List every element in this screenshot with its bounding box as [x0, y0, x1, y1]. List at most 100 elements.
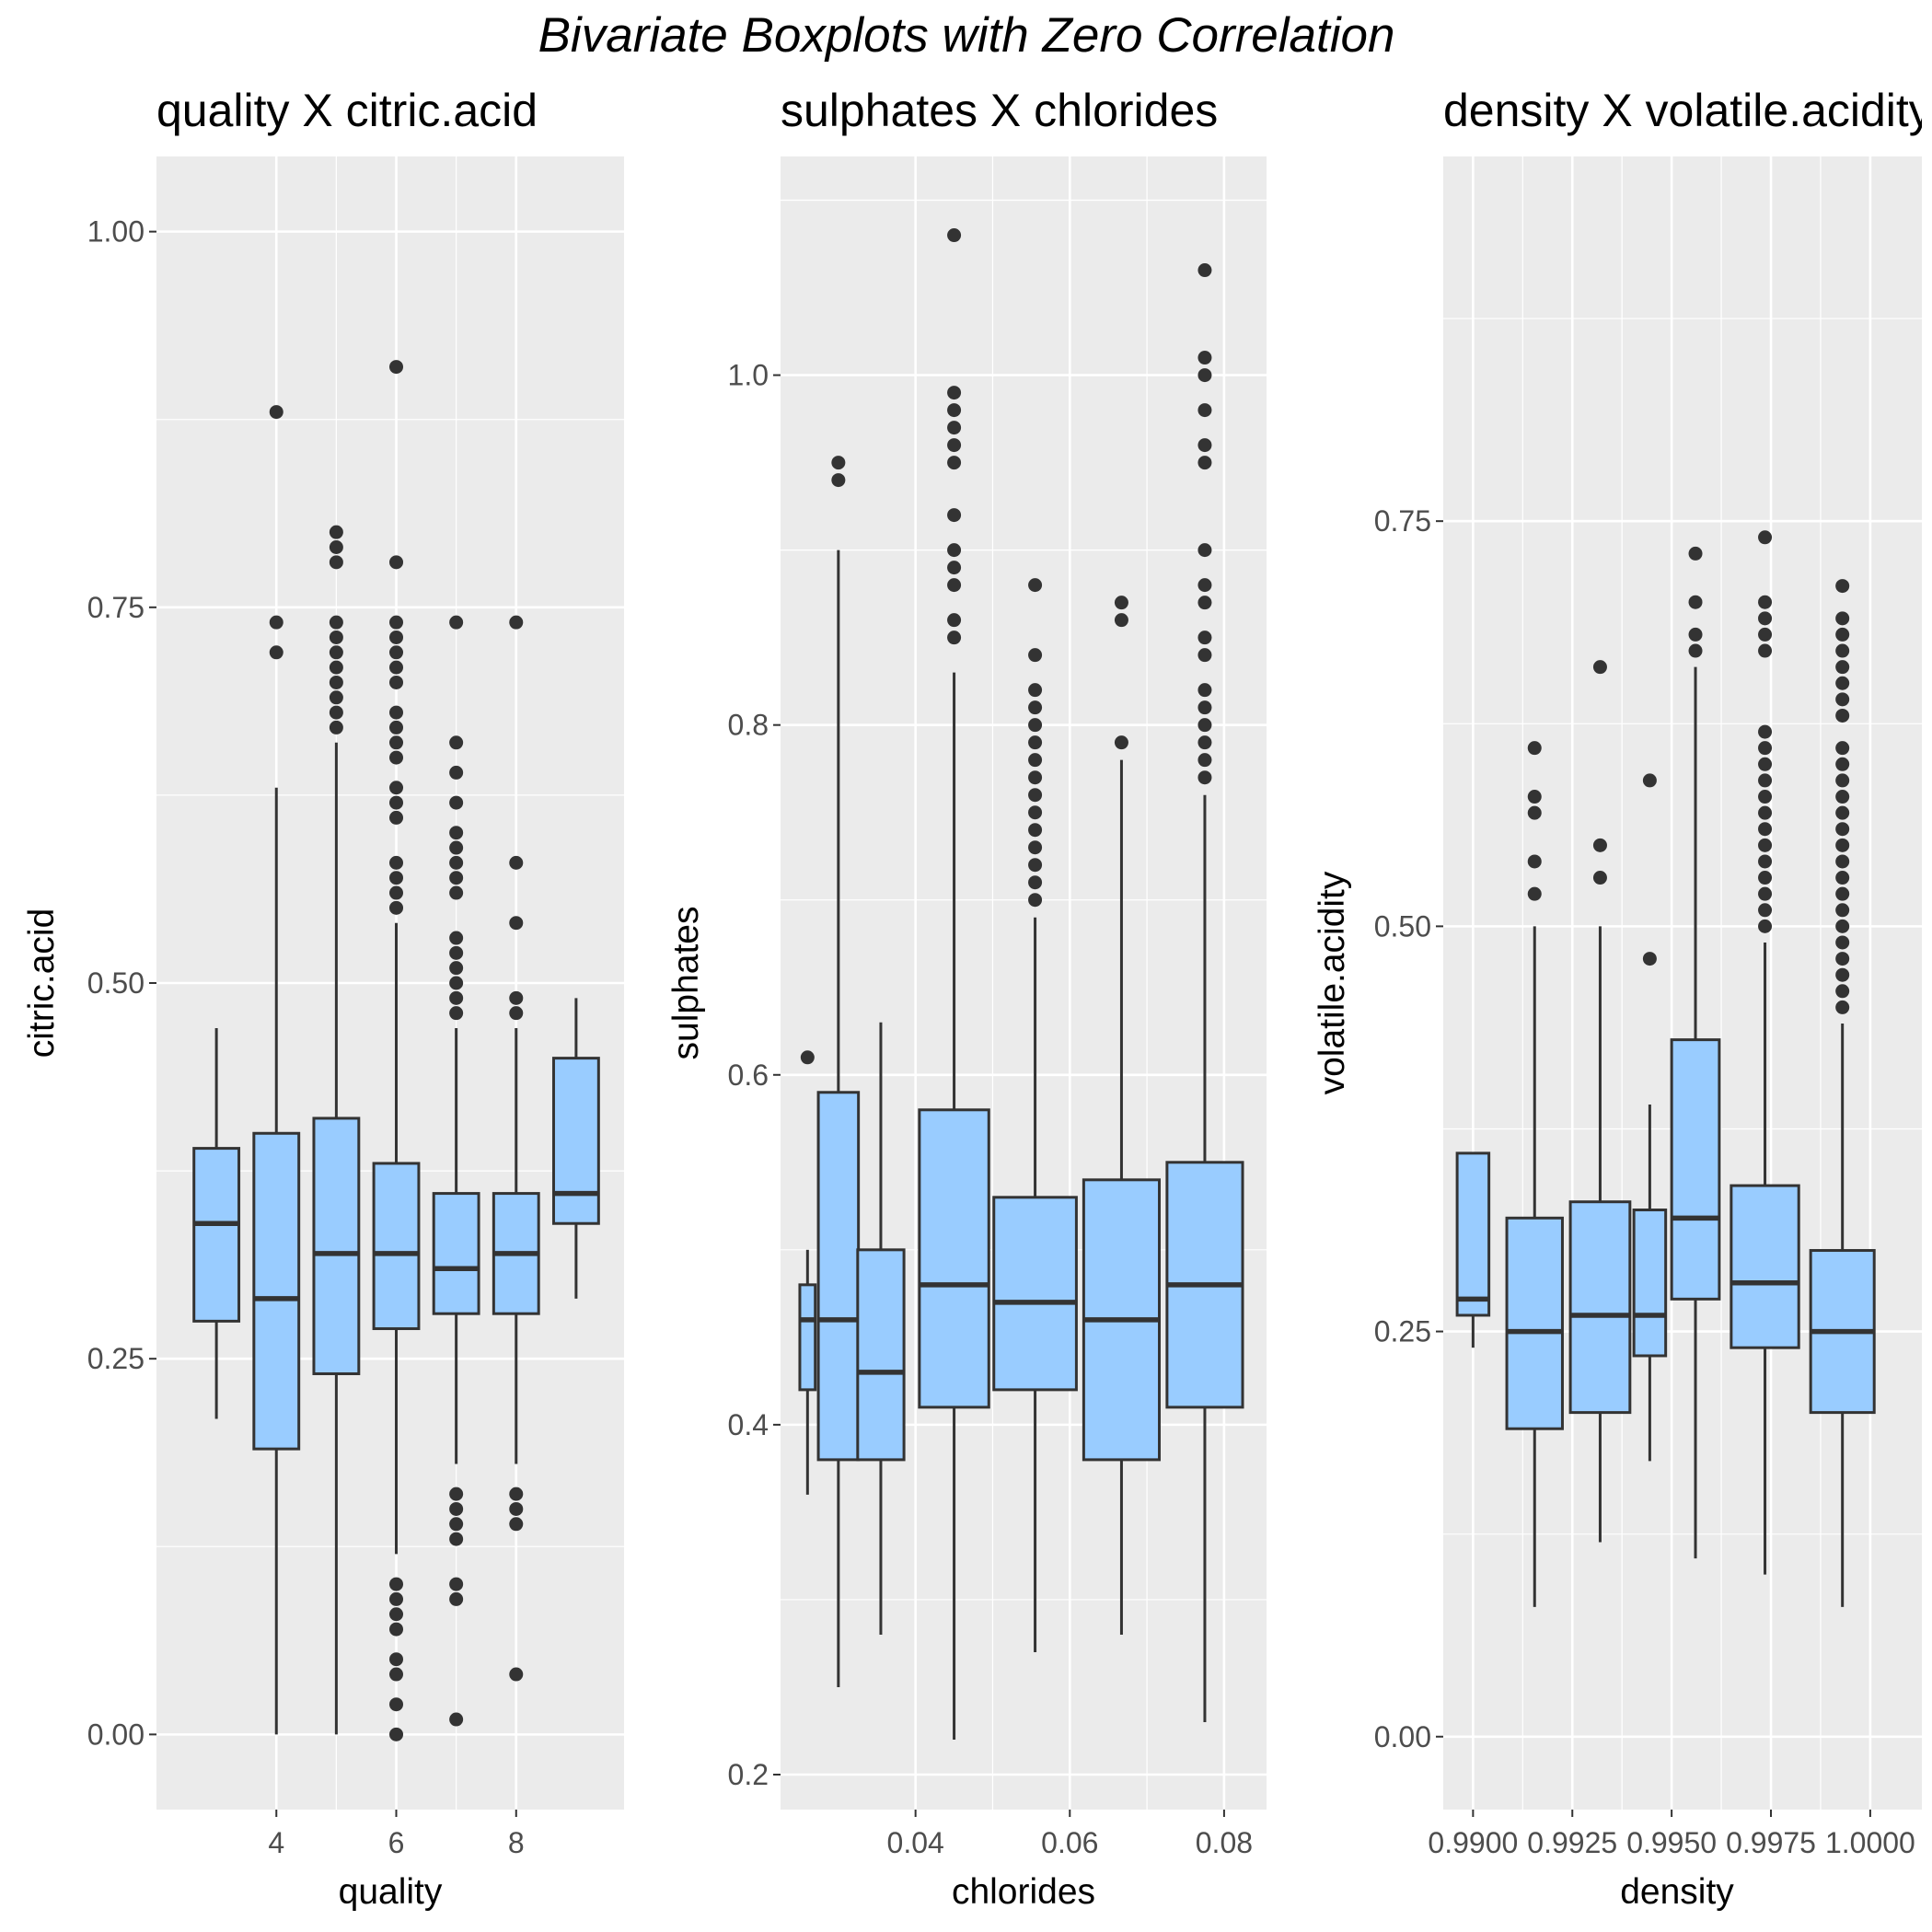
outlier-point	[389, 795, 404, 810]
box-iqr	[192, 1147, 241, 1323]
outlier-point	[509, 1006, 524, 1021]
outlier-point	[1835, 871, 1850, 885]
outlier-point	[449, 990, 464, 1005]
box-group	[918, 228, 990, 1740]
outlier-point	[389, 1591, 404, 1606]
outlier-point	[1758, 886, 1773, 901]
box-group	[492, 615, 540, 1682]
box-group	[192, 1027, 241, 1419]
outlier-point	[1758, 627, 1773, 642]
box-group	[551, 998, 600, 1299]
y-tick-label: 0.4	[728, 1408, 769, 1441]
box-iqr	[856, 1248, 906, 1462]
outlier-point	[1835, 838, 1850, 852]
outlier-point	[831, 473, 846, 488]
outlier-point	[269, 615, 283, 630]
outlier-point	[449, 931, 464, 945]
outlier-point	[449, 615, 464, 630]
box-iqr	[1568, 1200, 1632, 1415]
outlier-point	[1028, 840, 1043, 855]
outlier-point	[449, 885, 464, 900]
box-group	[1505, 741, 1564, 1607]
outlier-point	[1758, 903, 1773, 918]
outlier-point	[1527, 805, 1542, 820]
outlier-point	[1758, 643, 1773, 658]
box-iqr	[432, 1192, 480, 1315]
outlier-point	[1758, 838, 1773, 852]
panel-title: quality X citric.acid	[156, 85, 538, 136]
outlier-point	[1028, 683, 1043, 698]
outlier-point	[947, 456, 962, 470]
outlier-point	[1835, 952, 1850, 966]
x-tick-label: 1.0000	[1825, 1826, 1915, 1859]
y-axis-label: volatile.acidity	[1313, 871, 1352, 1094]
outlier-point	[1835, 790, 1850, 804]
outlier-point	[389, 781, 404, 795]
y-tick-label: 0.25	[1374, 1315, 1431, 1348]
y-axis-label: sulphates	[666, 907, 706, 1060]
outlier-point	[1114, 735, 1128, 750]
outlier-point	[329, 615, 343, 630]
outlier-point	[449, 1532, 464, 1546]
box-iqr	[372, 1162, 421, 1331]
outlier-point	[1642, 773, 1657, 788]
outlier-point	[947, 543, 962, 558]
outlier-point	[389, 675, 404, 689]
outlier-point	[1835, 903, 1850, 918]
outlier-point	[800, 1050, 815, 1065]
box-iqr	[1632, 1209, 1668, 1358]
box-group	[1670, 546, 1721, 1559]
outlier-point	[1197, 753, 1212, 768]
outlier-point	[1758, 871, 1773, 885]
y-tick-label: 0.6	[728, 1059, 769, 1092]
outlier-point	[1835, 708, 1850, 723]
outlier-point	[269, 645, 283, 660]
outlier-point	[329, 720, 343, 735]
outlier-point	[329, 540, 343, 555]
outlier-point	[947, 421, 962, 435]
right-edge-clip	[1922, 0, 1932, 1932]
box-group	[1568, 660, 1632, 1543]
outlier-point	[1527, 886, 1542, 901]
outlier-point	[509, 1487, 524, 1501]
box-iqr	[1505, 1216, 1564, 1430]
outlier-point	[389, 735, 404, 750]
outlier-point	[1835, 692, 1850, 707]
outlier-point	[329, 525, 343, 539]
y-tick-label: 1.00	[87, 215, 145, 249]
outlier-point	[449, 840, 464, 855]
plot-background	[781, 156, 1267, 1810]
outlier-point	[1758, 854, 1773, 869]
outlier-point	[1028, 858, 1043, 873]
outlier-point	[449, 961, 464, 976]
x-tick-label: 6	[388, 1826, 405, 1859]
x-axis-label: quality	[339, 1872, 443, 1912]
outlier-point	[1758, 741, 1773, 756]
outlier-point	[449, 855, 464, 870]
outlier-point	[1197, 648, 1212, 663]
outlier-point	[449, 1591, 464, 1606]
box-group	[312, 525, 361, 1735]
box-iqr	[918, 1108, 990, 1409]
outlier-point	[1527, 741, 1542, 756]
outlier-point	[1028, 875, 1043, 890]
outlier-point	[1028, 735, 1043, 750]
outlier-point	[389, 615, 404, 630]
outlier-point	[1758, 595, 1773, 609]
outlier-point	[329, 630, 343, 644]
outlier-point	[947, 578, 962, 593]
box-group	[992, 578, 1078, 1652]
outlier-point	[1688, 643, 1703, 658]
box-iqr	[1730, 1184, 1800, 1349]
outlier-point	[1835, 660, 1850, 675]
outlier-point	[509, 990, 524, 1005]
panel-density-volatile-acidity: density X volatile.acidity 0.00 0.25 0.50 0…	[1313, 85, 1932, 1912]
outlier-point	[1758, 919, 1773, 933]
box-group	[1730, 530, 1800, 1575]
outlier-point	[1028, 805, 1043, 820]
outlier-point	[1028, 578, 1043, 593]
outlier-point	[1835, 676, 1850, 690]
y-tick-label: 0.00	[1374, 1720, 1431, 1753]
outlier-point	[947, 386, 962, 400]
